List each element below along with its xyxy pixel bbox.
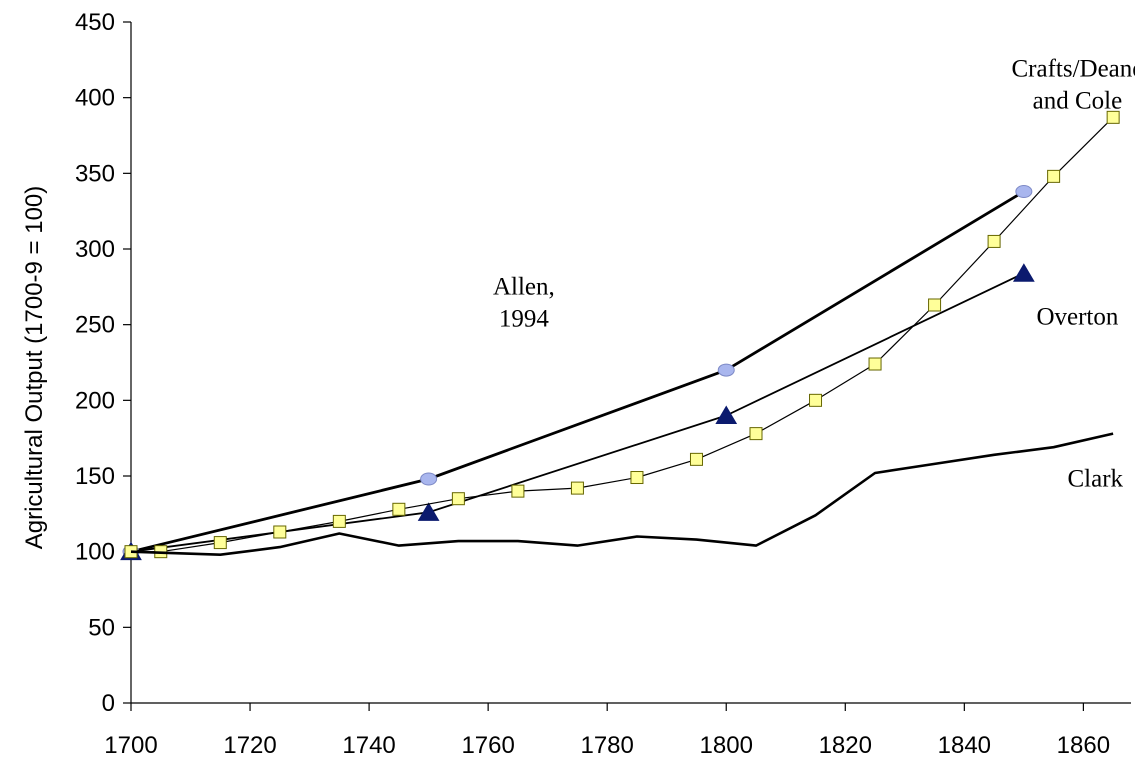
data-point-crafts-deane-and-cole <box>392 502 406 516</box>
data-point-crafts-deane-and-cole <box>332 514 346 528</box>
series-layer <box>120 110 1120 561</box>
y-tick-label: 250 <box>75 312 115 339</box>
x-tick-label: 1700 <box>104 732 157 759</box>
y-tick-label: 0 <box>102 690 115 717</box>
series-line-overton <box>130 272 1025 553</box>
data-point-crafts-deane-and-cole <box>928 298 942 312</box>
x-tick-label: 1820 <box>819 732 872 759</box>
data-point-crafts-deane-and-cole <box>749 427 763 441</box>
x-tick-label: 1720 <box>223 732 276 759</box>
series-label-crafts-deane-and-cole: Crafts/Deane and Cole <box>1011 55 1135 114</box>
y-tick-label: 450 <box>75 9 115 36</box>
x-axis-ticks: 1700 1720 1740 1760 1780 1800 1820 1840 1860 <box>104 703 1110 759</box>
y-tick-label: 50 <box>88 614 115 641</box>
y-tick-label: 400 <box>75 85 115 112</box>
data-point-crafts-deane-and-cole <box>987 234 1001 248</box>
data-point-allen-1994 <box>717 363 735 377</box>
data-point-allen-1994 <box>1015 184 1033 198</box>
data-point-crafts-deane-and-cole <box>273 525 287 539</box>
y-tick-label: 150 <box>75 463 115 490</box>
data-point-overton <box>417 502 440 521</box>
data-point-crafts-deane-and-cole <box>1047 169 1061 183</box>
x-tick-label: 1740 <box>342 732 395 759</box>
x-tick-label: 1800 <box>700 732 753 759</box>
series-overton <box>120 263 1035 561</box>
data-point-crafts-deane-and-cole <box>213 536 227 550</box>
data-point-overton <box>1012 263 1035 282</box>
y-tick-label: 100 <box>75 539 115 566</box>
y-axis-ticks: 0 50 100 150 200 250 300 350 400 450 <box>75 9 131 717</box>
y-tick-label: 200 <box>75 387 115 414</box>
series-clark <box>130 432 1114 557</box>
y-tick-label: 350 <box>75 160 115 187</box>
series-line-crafts-deane-and-cole <box>131 116 1114 553</box>
data-point-allen-1994 <box>420 472 438 486</box>
x-tick-label: 1840 <box>938 732 991 759</box>
data-point-crafts-deane-and-cole <box>1106 110 1120 124</box>
data-point-crafts-deane-and-cole <box>451 492 465 506</box>
data-point-crafts-deane-and-cole <box>630 471 644 485</box>
series-label-clark: Clark <box>1068 466 1124 493</box>
series-line-allen-1994 <box>130 190 1025 554</box>
series-crafts-deane-and-cole <box>124 110 1120 559</box>
data-point-overton <box>715 405 738 424</box>
x-tick-label: 1780 <box>580 732 633 759</box>
x-tick-label: 1760 <box>461 732 514 759</box>
data-point-crafts-deane-and-cole <box>689 452 703 466</box>
series-label-allen-1994: Allen, 1994 <box>493 273 555 332</box>
data-point-crafts-deane-and-cole <box>570 481 584 495</box>
data-point-crafts-deane-and-cole <box>511 484 525 498</box>
series-label-overton: Overton <box>1036 304 1118 331</box>
y-axis-title: Agricultural Output (1700-9 = 100) <box>21 186 48 550</box>
axes <box>130 22 1131 704</box>
data-point-crafts-deane-and-cole <box>868 357 882 371</box>
series-allen-1994 <box>122 184 1033 559</box>
y-tick-label: 300 <box>75 236 115 263</box>
series-line-clark <box>130 432 1114 557</box>
x-tick-label: 1860 <box>1057 732 1110 759</box>
series-annotations: Allen, 1994 Overton Crafts/Deane and Cole Cla… <box>493 55 1135 492</box>
data-point-crafts-deane-and-cole <box>809 393 823 407</box>
